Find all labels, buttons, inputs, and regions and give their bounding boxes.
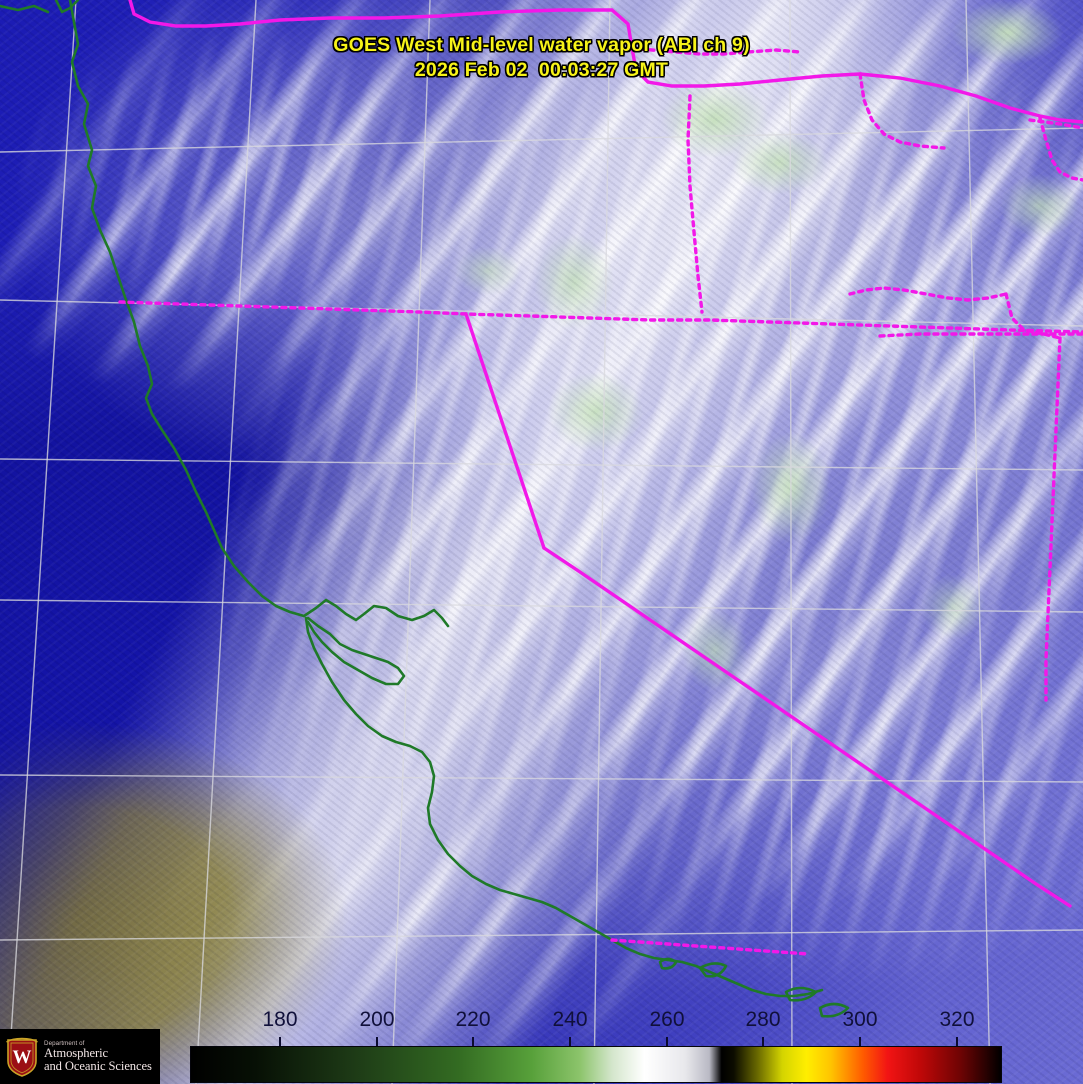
uw-aos-logo: W Department of Atmospheric and Oceanic … (0, 1029, 160, 1084)
colorbar-tick-mark (279, 1037, 281, 1046)
logo-dept-line-1: Atmospheric (44, 1046, 108, 1061)
political-borders (118, 0, 1083, 908)
colorbar-tick-label: 200 (359, 1008, 395, 1031)
latitude-gridlines (0, 127, 1083, 941)
colorbar-tick-mark (472, 1037, 474, 1046)
coastline-pacific (68, 0, 824, 998)
colorbar-tick-mark (762, 1037, 764, 1046)
colorbar-tick-label: 220 (455, 1008, 491, 1031)
colorbar-tick-label: 180 (262, 1008, 298, 1031)
colorbar-tick-labels: 180 200 220 240 260 280 300 320 (0, 1005, 1083, 1035)
colorbar-tick-mark (859, 1037, 861, 1046)
colorbar-tick-label: 260 (649, 1008, 685, 1031)
colorbar-tick-label: 320 (939, 1008, 975, 1031)
colorbar-tick-mark (956, 1037, 958, 1046)
colorbar: 180 200 220 240 260 280 300 320 (0, 1005, 1083, 1084)
colorbar-tick-label: 240 (552, 1008, 588, 1031)
colorbar-tick-mark (666, 1037, 668, 1046)
colorbar-tick-label: 280 (745, 1008, 781, 1031)
coastline-islands (658, 957, 850, 1018)
logo-dept-prefix: Department of (44, 1040, 85, 1047)
logo-text-block: Department of Atmospheric and Oceanic Sc… (44, 1040, 152, 1073)
uw-crest-icon: W (6, 1037, 38, 1077)
colorbar-tick-mark (376, 1037, 378, 1046)
colorbar-gradient-svg (191, 1047, 1001, 1082)
colorbar-tick-label: 300 (842, 1008, 878, 1031)
logo-dept-line-2: and Oceanic Sciences (44, 1059, 152, 1074)
svg-text:W: W (13, 1047, 32, 1068)
coastline-northwest (0, 0, 80, 14)
colorbar-tick-mark (569, 1037, 571, 1046)
border-mexico (610, 938, 810, 956)
longitude-gridlines (7, 0, 991, 1084)
colorbar-gradient-bar (190, 1046, 1002, 1083)
colorbar-tick-marks (0, 1035, 1083, 1046)
